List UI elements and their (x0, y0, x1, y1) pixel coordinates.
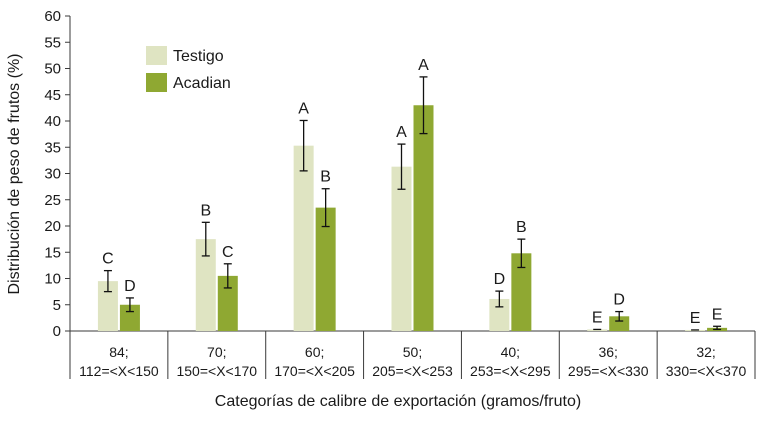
significance-label: D (124, 278, 136, 295)
y-axis: 0 5 10 15 20 25 30 35 40 45 50 55 60 (44, 8, 71, 340)
y-tick-label: 20 (44, 218, 61, 235)
x-axis-title: Categorías de calibre de exportación (gr… (215, 393, 581, 410)
x-tick-label: 330=<X<370 (666, 363, 747, 379)
x-tick-label: 84; (109, 344, 128, 360)
legend-swatch-testigo (146, 46, 167, 65)
significance-label: C (222, 244, 234, 261)
bar-acadian (609, 316, 630, 331)
bar-acadian (413, 105, 434, 331)
y-tick-label: 55 (44, 34, 61, 51)
y-tick-label: 35 (44, 139, 61, 156)
y-tick-label: 30 (44, 166, 61, 183)
bar-testigo (587, 329, 608, 331)
bar-testigo (97, 281, 118, 331)
x-axis: 84; 112=<X<150 70; 150=<X<170 60; 170=<X<205 5… (69, 330, 756, 379)
x-tick-label: 253=<X<295 (470, 363, 551, 379)
x-tick-label: 205=<X<253 (372, 363, 453, 379)
significance-label: D (613, 292, 625, 309)
x-tick-label: 150=<X<170 (176, 363, 257, 379)
bars (97, 105, 728, 331)
significance-label: A (396, 124, 407, 141)
x-tick-label: 295=<X<330 (568, 363, 649, 379)
x-tick-label: 50; (403, 344, 422, 360)
y-tick-label: 40 (44, 113, 61, 130)
significance-label: E (592, 309, 603, 326)
significance-label: E (712, 306, 723, 323)
significance-label: B (320, 169, 331, 186)
x-tick-label: 36; (598, 344, 617, 360)
y-tick-label: 0 (53, 323, 61, 340)
significance-label: A (298, 100, 309, 117)
y-axis-title: Distribución de peso de frutos (%) (6, 54, 23, 295)
significance-label: D (494, 271, 506, 288)
significance-label: B (516, 219, 527, 236)
y-tick-label: 45 (44, 87, 61, 104)
significance-label: C (102, 251, 114, 268)
x-tick-label: 32; (696, 344, 715, 360)
bar-testigo (489, 298, 510, 331)
bar-acadian (119, 304, 140, 331)
y-tick-label: 5 (53, 297, 61, 314)
y-tick-label: 25 (44, 192, 61, 209)
error-bars (103, 76, 722, 331)
bar-acadian (217, 275, 238, 331)
x-tick-label: 112=<X<150 (79, 363, 159, 379)
significance-label: E (690, 310, 701, 327)
y-tick-label: 50 (44, 61, 61, 78)
y-tick-label: 15 (44, 244, 61, 261)
y-tick-label: 60 (44, 8, 61, 25)
bar-acadian (315, 207, 336, 331)
bar-testigo (391, 166, 412, 331)
x-tick-label: 70; (207, 344, 226, 360)
bar-testigo (195, 239, 216, 331)
legend-label-acadian: Acadian (173, 75, 231, 92)
x-tick-label: 40; (501, 344, 520, 360)
x-tick-label: 60; (305, 344, 324, 360)
bar-acadian (511, 253, 532, 331)
y-tick-label: 10 (44, 271, 61, 288)
legend-swatch-acadian (146, 73, 167, 92)
legend-label-testigo: Testigo (173, 48, 224, 65)
x-tick-label: 170=<X<205 (274, 363, 355, 379)
bar-testigo (293, 145, 314, 331)
legend: Testigo Acadian (146, 46, 231, 92)
significance-label: B (200, 202, 211, 219)
significance-label: A (418, 57, 429, 74)
